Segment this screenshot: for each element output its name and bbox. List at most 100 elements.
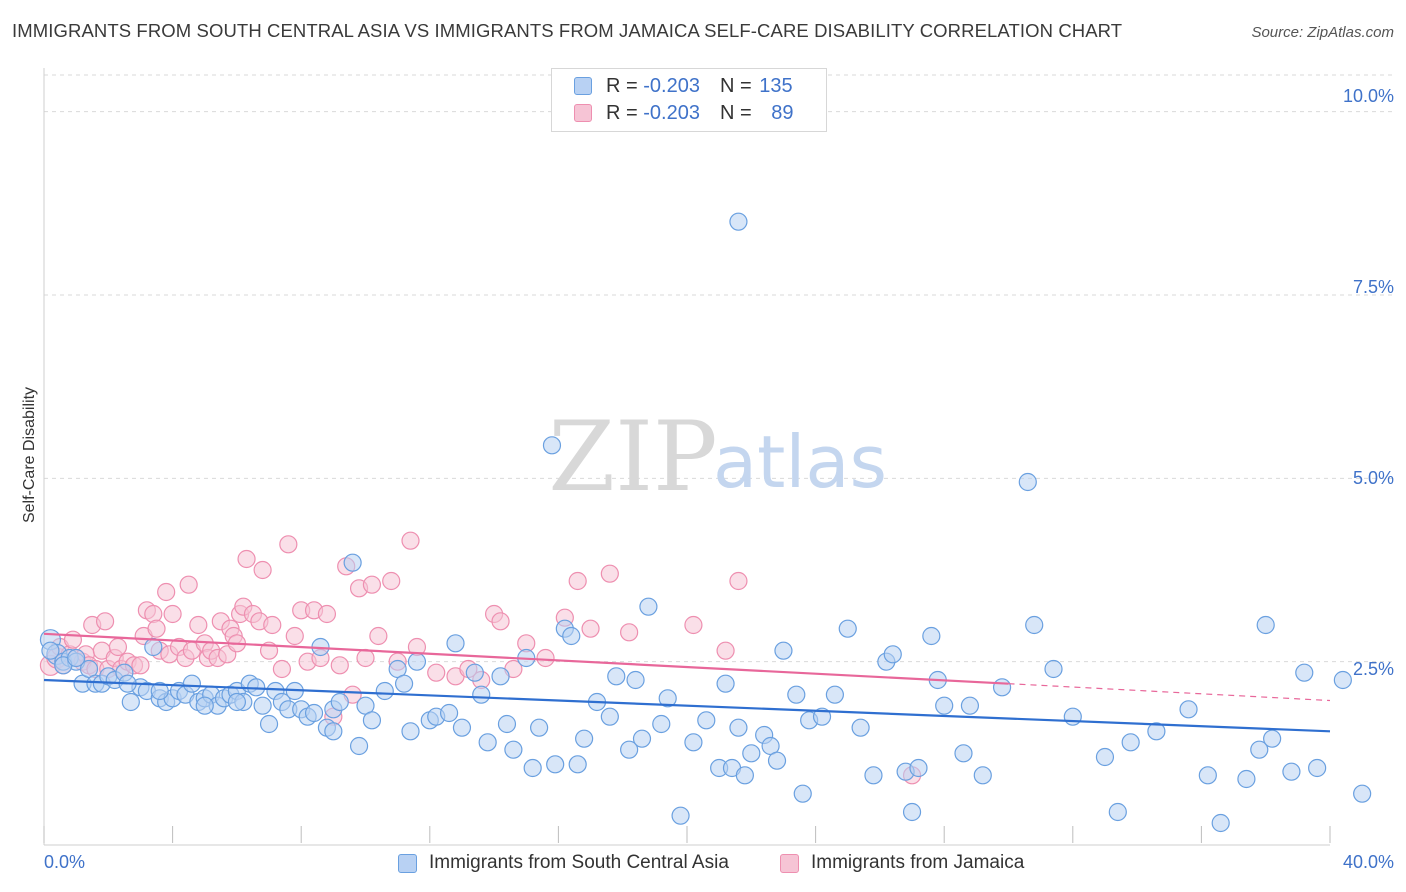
series-south-central-asia-points (39, 212, 1372, 833)
south-central-asia-point (1018, 472, 1037, 492)
jamaica-point (716, 641, 735, 660)
y-tick-label-10: 10.0% (1342, 86, 1394, 106)
south-central-asia-point (121, 692, 140, 712)
south-central-asia-point (838, 619, 857, 638)
jamaica-point (253, 560, 272, 580)
south-central-asia-point (227, 692, 246, 712)
south-central-asia-point (568, 755, 587, 774)
south-central-asia-point (330, 692, 349, 712)
south-central-asia-point (452, 718, 472, 737)
south-central-asia-point (671, 806, 690, 825)
south-central-asia-point (375, 681, 394, 701)
legend-r-value: -0.203 (643, 74, 700, 97)
south-central-asia-point (497, 714, 517, 734)
jamaica-point (684, 615, 703, 635)
south-central-asia-point (349, 736, 369, 756)
axes (43, 68, 1331, 846)
jamaica-point (729, 571, 748, 591)
south-central-asia-point (491, 667, 510, 686)
jamaica-point (263, 615, 282, 635)
jamaica-point (427, 663, 446, 682)
south-central-asia-point (767, 751, 787, 770)
y-tick-label-5: 5.0% (1352, 468, 1394, 488)
south-central-asia-point (1147, 722, 1166, 741)
jamaica-point (144, 604, 163, 624)
legend-n-label: N = (719, 101, 758, 124)
south-central-asia-point (684, 733, 703, 752)
jamaica-point (131, 656, 150, 675)
jamaica-point (330, 656, 349, 675)
south-central-asia-point (304, 703, 324, 723)
south-central-asia-point (902, 802, 922, 822)
south-central-asia-point (1250, 740, 1269, 759)
legend-swatch-pink (574, 104, 592, 122)
south-central-asia-point (626, 670, 645, 690)
legend-swatch-blue (574, 77, 592, 95)
legend-n-label: N = (719, 74, 758, 97)
south-central-asia-point (1198, 766, 1217, 785)
south-central-asia-point (793, 784, 812, 803)
south-central-asia-point (1263, 729, 1282, 748)
south-central-asia-point (195, 696, 214, 715)
south-central-asia-point (546, 755, 565, 774)
south-central-asia-point (774, 641, 793, 660)
south-central-asia-point (542, 436, 562, 455)
south-central-asia-point (478, 733, 497, 752)
legend-r-label: R = (606, 101, 644, 124)
south-central-asia-point (922, 626, 941, 646)
jamaica-point (491, 612, 510, 631)
jamaica-point (600, 564, 619, 583)
south-central-asia-point (1063, 707, 1082, 726)
jamaica-point (189, 615, 208, 635)
south-central-asia-point (697, 711, 716, 730)
series-legend: Immigrants from South Central Asia Immig… (0, 852, 1406, 878)
south-central-asia-point (620, 740, 639, 759)
jamaica-point (237, 549, 256, 569)
legend-row-jamaica: R = -0.203 N = 89 (574, 101, 793, 125)
jamaica-point (179, 575, 198, 594)
south-central-asia-point (523, 758, 542, 778)
legend-label: Immigrants from Jamaica (811, 852, 1025, 873)
x-tick-label-min: 0.0% (44, 852, 86, 872)
south-central-asia-point (407, 652, 427, 671)
south-central-asia-point (960, 696, 980, 715)
south-central-asia-point (864, 766, 883, 785)
south-central-asia-point (1211, 813, 1230, 833)
jamaica-point (147, 619, 166, 638)
south-central-asia-point (883, 645, 902, 664)
south-central-asia-point (401, 722, 420, 741)
south-central-asia-point (439, 703, 459, 723)
south-central-asia-point (729, 212, 748, 231)
south-central-asia-point (1237, 769, 1256, 789)
south-central-asia-point (825, 685, 844, 704)
south-central-asia-point (472, 685, 491, 704)
south-central-asia-point (1095, 747, 1115, 767)
south-central-asia-point (729, 718, 748, 737)
south-central-asia-point (1256, 615, 1275, 635)
south-central-asia-point (742, 744, 761, 763)
legend-n-value: 135 (759, 74, 793, 97)
jamaica-point (63, 630, 83, 649)
legend-n-value: 89 (771, 101, 794, 124)
jamaica-point (157, 582, 176, 602)
south-central-asia-point (1333, 670, 1352, 690)
legend-r-label: R = (606, 74, 644, 97)
south-central-asia-point (1353, 784, 1372, 803)
jamaica-point (285, 626, 304, 646)
south-central-asia-point (324, 722, 343, 741)
south-central-asia-point (652, 714, 671, 734)
south-central-asia-point (1282, 762, 1301, 781)
jamaica-point (568, 571, 587, 591)
legend-swatch-pink (780, 853, 799, 873)
jamaica-point (536, 648, 555, 668)
south-central-asia-point (465, 663, 484, 682)
south-central-asia-point (530, 718, 549, 737)
legend-swatch-blue (398, 853, 417, 873)
south-central-asia-point (607, 667, 626, 686)
legend-item-jamaica: Immigrants from Jamaica (780, 852, 1024, 874)
south-central-asia-point (394, 674, 414, 693)
jamaica-point (108, 637, 128, 657)
south-central-asia-point (658, 689, 677, 708)
jamaica-point (620, 623, 639, 642)
